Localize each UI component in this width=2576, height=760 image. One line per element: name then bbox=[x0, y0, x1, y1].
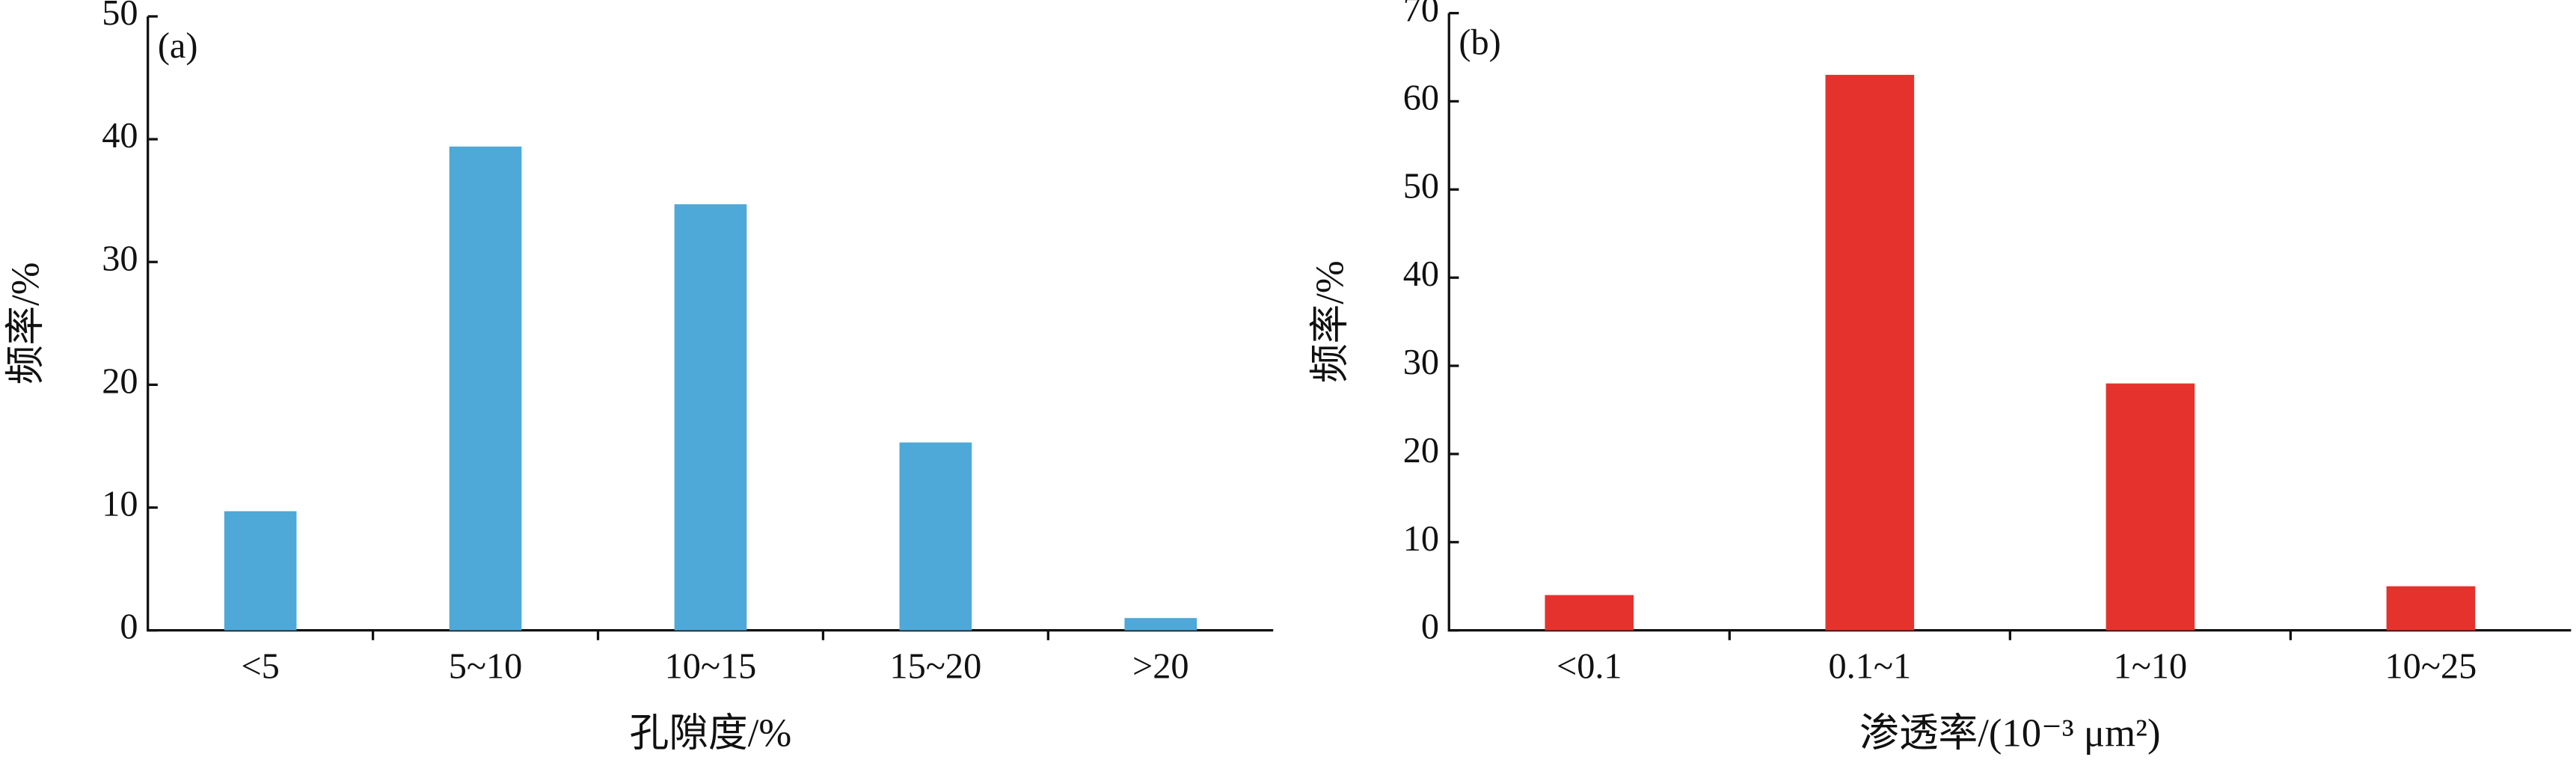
x-tick-label: 1~10 bbox=[2114, 646, 2188, 686]
bar bbox=[1545, 595, 1634, 631]
y-tick-label: 0 bbox=[1421, 607, 1439, 647]
y-tick-label: 40 bbox=[102, 116, 138, 156]
y-tick-label: 10 bbox=[102, 485, 138, 524]
x-axis-label: 渗透率/(10⁻³ μm²) bbox=[1859, 711, 2160, 755]
x-tick-label: <0.1 bbox=[1557, 646, 1622, 686]
panel-label: (b) bbox=[1459, 23, 1500, 63]
bar bbox=[2106, 383, 2195, 631]
y-tick-label: 50 bbox=[1403, 166, 1439, 206]
y-tick-label: 20 bbox=[1403, 431, 1439, 471]
y-tick-label: 50 bbox=[102, 0, 138, 33]
y-axis-label: 频率/% bbox=[4, 262, 48, 384]
bar bbox=[1825, 75, 1915, 631]
bar bbox=[674, 204, 747, 631]
x-tick-label: >20 bbox=[1132, 646, 1189, 686]
x-tick-label: 0.1~1 bbox=[1828, 646, 1911, 686]
y-tick-label: 30 bbox=[1403, 343, 1439, 382]
y-tick-label: 40 bbox=[1403, 254, 1439, 294]
bar bbox=[449, 146, 522, 631]
y-tick-label: 0 bbox=[120, 607, 138, 647]
y-tick-label: 60 bbox=[1403, 79, 1439, 118]
y-tick-label: 70 bbox=[1403, 0, 1439, 30]
x-tick-label: 15~20 bbox=[889, 646, 981, 686]
x-axis-label: 孔隙度/% bbox=[630, 711, 792, 755]
x-tick-label: 10~25 bbox=[2385, 646, 2477, 686]
bar bbox=[2386, 586, 2476, 631]
x-tick-label: 10~15 bbox=[665, 646, 757, 686]
y-tick-label: 10 bbox=[1403, 519, 1439, 559]
y-tick-label: 20 bbox=[102, 361, 138, 401]
y-axis-label: 频率/% bbox=[1309, 260, 1352, 383]
x-tick-label: 5~10 bbox=[449, 646, 523, 686]
y-tick-label: 30 bbox=[102, 239, 138, 278]
x-tick-label: <5 bbox=[241, 646, 279, 686]
bar bbox=[1124, 618, 1197, 631]
axis-line bbox=[1447, 13, 2572, 632]
bar bbox=[899, 442, 972, 631]
bar bbox=[224, 511, 297, 631]
panel-label: (a) bbox=[158, 26, 198, 66]
